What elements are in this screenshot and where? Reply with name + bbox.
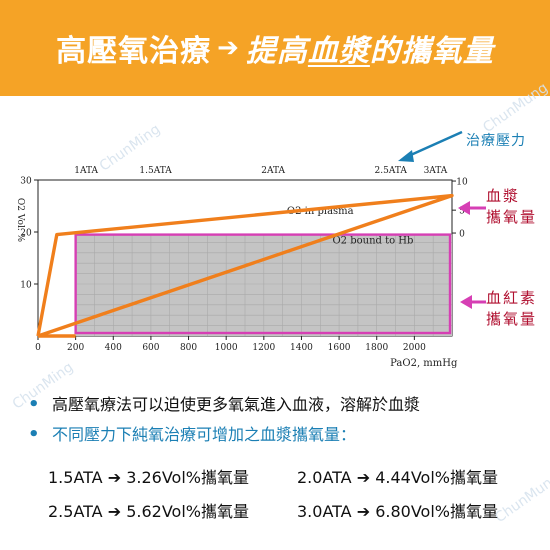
plasma-arrow-head-icon — [458, 201, 470, 215]
hb-o2-label: 血紅素 攜氧量 — [486, 289, 538, 328]
y-right-tick-label: 5 — [459, 207, 465, 217]
watermark-bottom-right: ChunMung — [492, 469, 550, 527]
rate-item: 1.5ATA ➔ 3.26Vol%攜氧量 — [48, 468, 249, 487]
plasma-region-label: O2 in plasma — [287, 206, 354, 217]
x-tick-label: 400 — [105, 343, 122, 353]
x-tick-label: 0 — [35, 343, 41, 353]
ata-label: 2ATA — [261, 166, 285, 176]
rate-item: 2.5ATA ➔ 5.62Vol%攜氧量 — [48, 502, 249, 521]
bullet-item: • 高壓氧療法可以迫使更多氧氣進入血液，溶解於血漿 — [28, 394, 421, 415]
pressure-arrow — [403, 130, 463, 160]
ata-label: 1.5ATA — [139, 166, 172, 176]
x-tick-label: 2000 — [403, 343, 426, 353]
y-right-tick-label: 0 — [459, 230, 465, 240]
hb-box — [74, 233, 452, 335]
title-right: 提高血漿的攜氧量 — [245, 34, 494, 69]
rate-item: 2.0ATA ➔ 4.44Vol%攜氧量 — [297, 468, 498, 487]
x-tick-label: 1600 — [328, 343, 351, 353]
x-tick-label: 1400 — [290, 343, 313, 353]
rate-item: 3.0ATA ➔ 6.80Vol%攜氧量 — [297, 502, 498, 521]
bullet-item: • 不同壓力下純氧治療可增加之血漿攜氧量： — [28, 424, 357, 445]
x-tick-label: 1200 — [252, 343, 275, 353]
header-banner: 高壓氧治療 ➔ 提高血漿的攜氧量 — [0, 0, 550, 96]
y-left-tick-label: 20 — [20, 229, 32, 239]
bullet-dot-icon: • — [28, 424, 40, 445]
x-tick-label: 200 — [67, 343, 84, 353]
x-tick-label: 600 — [142, 343, 159, 353]
hb-region-label: O2 bound to Hb — [332, 235, 413, 246]
bullet-dot-icon: • — [28, 394, 40, 415]
plasma-o2-label: 血漿 攜氧量 — [486, 187, 538, 226]
y-left-tick-label: 30 — [20, 177, 32, 187]
total-o2-curve — [36, 193, 454, 338]
arrow-icon: ➔ — [217, 33, 240, 63]
ata-label: 3ATA — [424, 166, 448, 176]
x-tick-label: 1800 — [365, 343, 388, 353]
oxygen-chart: 10 20 30 0 5 10 0 200 400 600 800 1000 1200 1400 1600 1… — [15, 130, 486, 369]
pressure-arrow-head-icon — [398, 150, 414, 162]
x-axis-label: PaO2, mmHg — [390, 358, 458, 369]
y-axis-label: O2 Vol. % — [15, 198, 25, 243]
bullet-list: • 高壓氧療法可以迫使更多氧氣進入血液，溶解於血漿 • 不同壓力下純氧治療可增加… — [22, 394, 542, 454]
hb-arrow-head-icon — [460, 295, 472, 309]
x-tick-label: 800 — [180, 343, 197, 353]
title-left: 高壓氧治療 — [56, 34, 212, 69]
ata-label: 2.5ATA — [375, 166, 408, 176]
pressure-label: 治療壓力 — [466, 133, 526, 149]
page-title: 高壓氧治療 ➔ 提高血漿的攜氧量 — [0, 0, 550, 96]
y-left-tick-label: 10 — [20, 281, 32, 291]
y-right-tick-label: 10 — [456, 178, 468, 188]
ata-label: 1ATA — [74, 166, 98, 176]
x-tick-label: 1000 — [215, 343, 238, 353]
